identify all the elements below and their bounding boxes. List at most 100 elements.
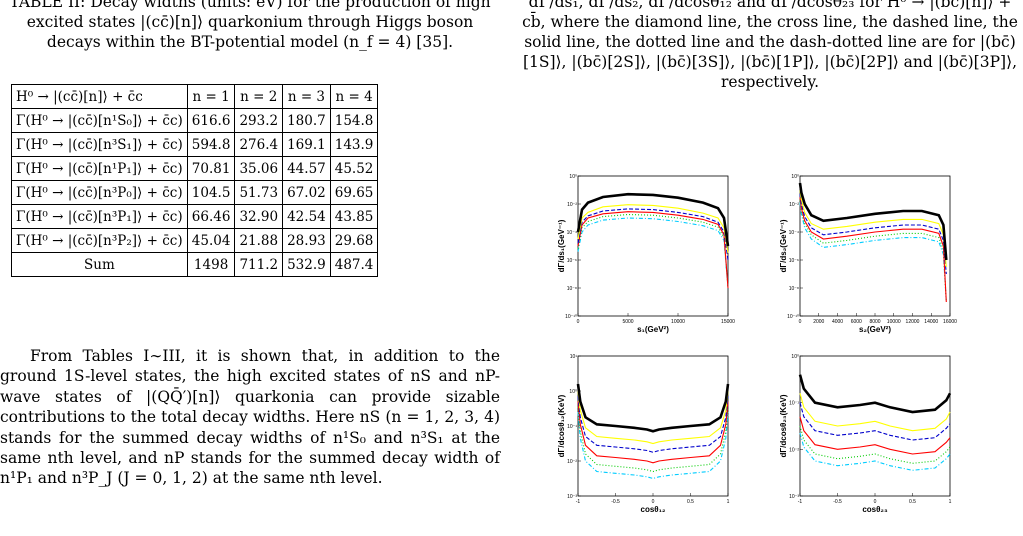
table-cell: 45.04 bbox=[186, 228, 236, 253]
y-tick-label: 10⁻⁶ bbox=[789, 258, 799, 264]
x-tick-label: 0 bbox=[652, 499, 655, 505]
table-cell: Γ(H⁰ → |(cc̄)[n³P₀]⟩ + c̄c) bbox=[11, 180, 188, 205]
y-tick-label: 10⁻⁶ bbox=[567, 258, 577, 264]
table-cell: 45.52 bbox=[329, 156, 379, 181]
y-tick-label: 10⁻⁴ bbox=[789, 230, 799, 236]
series-line-3 bbox=[577, 396, 729, 453]
y-tick-label: 10⁻¹⁰ bbox=[787, 314, 799, 320]
table-cell: 616.6 bbox=[186, 108, 236, 133]
x-tick-label: 15000 bbox=[721, 319, 735, 325]
x-tick-label: 12000 bbox=[906, 319, 920, 325]
table-cell: 70.81 bbox=[186, 156, 236, 181]
y-tick-label: 10⁻¹⁰ bbox=[565, 314, 577, 320]
table-header-cell: n = 2 bbox=[234, 84, 284, 109]
table-cell: Γ(H⁰ → |(cc̄)[n¹S₀]⟩ + c̄c) bbox=[11, 108, 188, 133]
table-cell: 21.88 bbox=[234, 228, 284, 253]
y-tick-label: 10⁻⁸ bbox=[567, 286, 577, 292]
table-cell: 67.02 bbox=[282, 180, 331, 205]
table-row: Γ(H⁰ → |(cc̄)[n³P₁]⟩ + c̄c) 66.46 32.90 … bbox=[11, 204, 379, 229]
y-tick-label: 10⁰ bbox=[791, 174, 799, 180]
x-tick-label: 16000 bbox=[943, 319, 957, 325]
x-tick-label: 10000 bbox=[887, 319, 901, 325]
plot-frame bbox=[799, 355, 951, 497]
table-cell: 35.06 bbox=[234, 156, 284, 181]
table-header-row: H⁰ → |(cc̄)[n]⟩ + c̄c n = 1 n = 2 n = 3 … bbox=[11, 84, 379, 109]
x-tick-label: -0.5 bbox=[833, 499, 842, 505]
table-cell: 32.90 bbox=[234, 204, 284, 229]
series-line-1 bbox=[798, 182, 948, 261]
table-cell: Γ(H⁰ → |(cc̄)[n³P₁]⟩ + c̄c) bbox=[11, 204, 188, 229]
y-tick-label: 10⁰ bbox=[569, 174, 577, 180]
x-tick-label: 8000 bbox=[869, 319, 880, 325]
series-line-4 bbox=[577, 401, 729, 464]
table-row: Γ(H⁰ → |(cc̄)[n¹S₀]⟩ + c̄c) 616.6 293.2 … bbox=[11, 108, 379, 133]
table-cell: Γ(H⁰ → |(cc̄)[n³S₁]⟩ + c̄c) bbox=[11, 132, 188, 157]
table-row: Γ(H⁰ → |(cc̄)[n¹P₁]⟩ + c̄c) 70.81 35.06 … bbox=[11, 156, 379, 181]
table-cell: 143.9 bbox=[329, 132, 379, 157]
table-caption: TABLE II: Decay widths (units: eV) for t… bbox=[9, 0, 491, 51]
plot-frame bbox=[577, 355, 729, 497]
x-tick-label: 1 bbox=[727, 499, 730, 505]
y-tick-label: 10⁻⁸ bbox=[789, 286, 799, 292]
series-line-1 bbox=[798, 374, 952, 414]
table-cell: 180.7 bbox=[282, 108, 331, 133]
table-row: Γ(H⁰ → |(cc̄)[n³P₀]⟩ + c̄c) 104.5 51.73 … bbox=[11, 180, 379, 205]
series-line-2 bbox=[577, 390, 729, 445]
series-line-6 bbox=[577, 411, 729, 480]
series-line-3 bbox=[577, 208, 729, 261]
chart-cos23: -1 -0.5 0 0.5 1 10⁻³ 10⁻² 10⁻¹ 10⁰ cosθ₂₃ dΓ/dcosθ… bbox=[779, 354, 952, 514]
chart-ds2: 0 2000 4000 6000 8000 10000 12000 14000 16000 10⁻… bbox=[779, 174, 957, 334]
chart-panel-ds2: 0 2000 4000 6000 8000 10000 12000 14000 16000 10⁻… bbox=[779, 172, 960, 356]
table-row: Γ(H⁰ → |(cc̄)[n³P₂]⟩ + c̄c) 45.04 21.88 … bbox=[11, 228, 379, 253]
chart-panel-cos23: -1 -0.5 0 0.5 1 10⁻³ 10⁻² 10⁻¹ 10⁰ cosθ₂₃ dΓ/dcosθ… bbox=[779, 352, 960, 536]
series-line-5 bbox=[799, 425, 951, 464]
x-axis-label: cosθ₂₃ bbox=[862, 505, 888, 514]
table-cell: 28.93 bbox=[282, 228, 331, 253]
table-header-cell: H⁰ → |(cc̄)[n]⟩ + c̄c bbox=[11, 84, 188, 109]
series-line-2 bbox=[577, 204, 729, 254]
x-axis-label: s₂(GeV²) bbox=[859, 325, 891, 334]
y-tick-label: 10⁰ bbox=[569, 389, 577, 395]
series-line-1 bbox=[576, 192, 730, 247]
table-cell: 44.57 bbox=[282, 156, 331, 181]
series-line-6 bbox=[799, 202, 947, 303]
series-line-2 bbox=[799, 393, 951, 432]
series-line-1 bbox=[576, 383, 730, 433]
body-paragraph: From Tables I∼III, it is shown that, in … bbox=[0, 346, 500, 489]
table-cell: 1498 bbox=[186, 252, 236, 277]
table-sum-row: Sum 1498 711.2 532.9 487.4 bbox=[11, 252, 379, 277]
x-tick-label: 6000 bbox=[851, 319, 862, 325]
table-cell: 66.46 bbox=[186, 204, 236, 229]
x-tick-label: 5000 bbox=[622, 319, 633, 325]
table-cell: 293.2 bbox=[234, 108, 284, 133]
table-cell: 29.68 bbox=[329, 228, 379, 253]
y-tick-label: 10⁻³ bbox=[789, 494, 799, 500]
table-cell: 532.9 bbox=[282, 252, 331, 277]
table-cell: 43.85 bbox=[329, 204, 379, 229]
chart-ds1: 0 5000 10000 15000 10⁻¹⁰ 10⁻⁸ 10⁻⁶ 10⁻⁴ 10⁻² 10⁰ s… bbox=[557, 174, 735, 334]
table-cell: 711.2 bbox=[234, 252, 284, 277]
x-tick-label: 10000 bbox=[671, 319, 685, 325]
y-tick-label: 10⁻⁴ bbox=[567, 230, 577, 236]
table-cell: 276.4 bbox=[234, 132, 284, 157]
y-tick-label: 10⁻² bbox=[567, 459, 577, 465]
series-line-5 bbox=[577, 406, 729, 473]
x-tick-label: -0.5 bbox=[611, 499, 620, 505]
series-line-3 bbox=[799, 194, 947, 275]
figure-caption: dΓ/ds₁, dΓ/ds₂, dΓ/dcosθ₁₂ and dΓ/dcosθ₂… bbox=[522, 0, 1018, 91]
series-line-4 bbox=[577, 211, 729, 289]
x-tick-label: 4000 bbox=[832, 319, 843, 325]
table-cell: 154.8 bbox=[329, 108, 379, 133]
table-cell: 169.1 bbox=[282, 132, 331, 157]
series-line-5 bbox=[577, 213, 729, 289]
x-tick-label: 0.5 bbox=[909, 499, 916, 505]
x-tick-label: 2000 bbox=[813, 319, 824, 325]
x-tick-label: 0 bbox=[874, 499, 877, 505]
table-row: Γ(H⁰ → |(cc̄)[n³S₁]⟩ + c̄c) 594.8 276.4 … bbox=[11, 132, 379, 157]
y-tick-label: 10⁻¹ bbox=[567, 424, 577, 430]
decay-width-table: H⁰ → |(cc̄)[n]⟩ + c̄c n = 1 n = 2 n = 3 … bbox=[11, 84, 379, 277]
y-axis-label: dΓ/ds₁(GeV⁻¹) bbox=[557, 219, 566, 272]
table-cell: Sum bbox=[11, 252, 188, 277]
chart-cos12: -1 -0.5 0 0.5 1 10⁻³ 10⁻² 10⁻¹ 10⁰ 10¹ cosθ₁₂ dΓ/dc… bbox=[557, 354, 730, 514]
series-line-2 bbox=[799, 189, 947, 268]
